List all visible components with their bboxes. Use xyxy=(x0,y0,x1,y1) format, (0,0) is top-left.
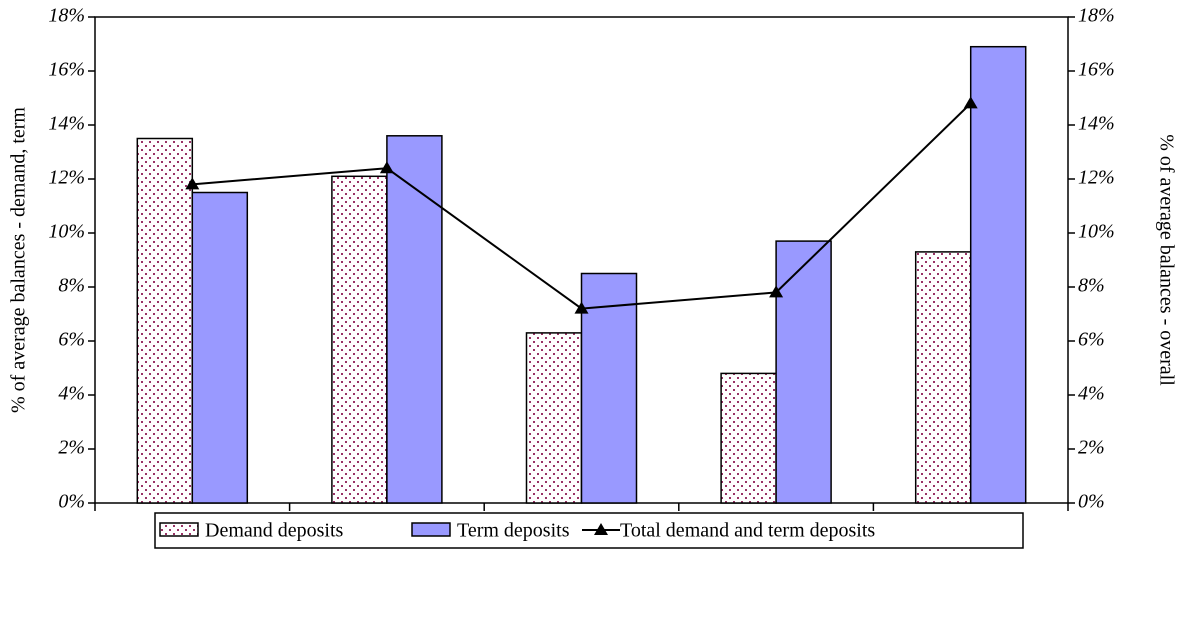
legend-swatch xyxy=(594,523,608,535)
bar xyxy=(580,272,638,504)
line-marker xyxy=(769,285,784,298)
bar xyxy=(720,372,777,504)
y-tick-label: 8% xyxy=(58,275,85,297)
y2-axis-title: % of average balances - overall xyxy=(1155,134,1177,386)
y2-tick-label: 14% xyxy=(1078,113,1115,135)
bar xyxy=(386,135,443,504)
y2-tick-label: 0% xyxy=(1078,491,1105,513)
y-axis-title: % of average balances - demand, term xyxy=(8,107,30,413)
y-tick-label: 0% xyxy=(58,491,85,513)
bar xyxy=(914,251,972,504)
y-tick-label: 10% xyxy=(48,221,85,243)
y-tick-label: 18% xyxy=(48,5,85,27)
line-marker xyxy=(379,161,394,174)
bar xyxy=(525,332,583,504)
bar xyxy=(136,137,194,504)
legend-swatch xyxy=(411,522,451,537)
legend-swatch xyxy=(159,522,199,537)
y2-tick-label: 8% xyxy=(1078,275,1105,297)
y2-tick-label: 12% xyxy=(1078,167,1115,189)
y2-tick-label: 10% xyxy=(1078,221,1115,243)
bar xyxy=(775,240,832,504)
legend-label: Demand deposits xyxy=(205,520,344,542)
line-marker xyxy=(185,177,200,190)
legend-label: Total demand and term deposits xyxy=(620,520,875,542)
y-tick-label: 2% xyxy=(58,437,85,459)
y-tick-label: 4% xyxy=(58,383,85,405)
y2-tick-label: 6% xyxy=(1078,329,1105,351)
y-tick-label: 16% xyxy=(48,59,85,81)
bar xyxy=(191,191,249,504)
bar xyxy=(969,45,1027,504)
y2-tick-label: 4% xyxy=(1078,383,1105,405)
y2-tick-label: 18% xyxy=(1078,5,1115,27)
legend-label: Term deposits xyxy=(457,520,570,542)
line-marker xyxy=(574,301,589,314)
line-marker xyxy=(963,96,978,109)
y-tick-label: 6% xyxy=(58,329,85,351)
y-tick-label: 14% xyxy=(48,113,85,135)
bar xyxy=(331,175,388,504)
y2-tick-label: 2% xyxy=(1078,437,1105,459)
y2-tick-label: 16% xyxy=(1078,59,1115,81)
y-tick-label: 12% xyxy=(48,167,85,189)
